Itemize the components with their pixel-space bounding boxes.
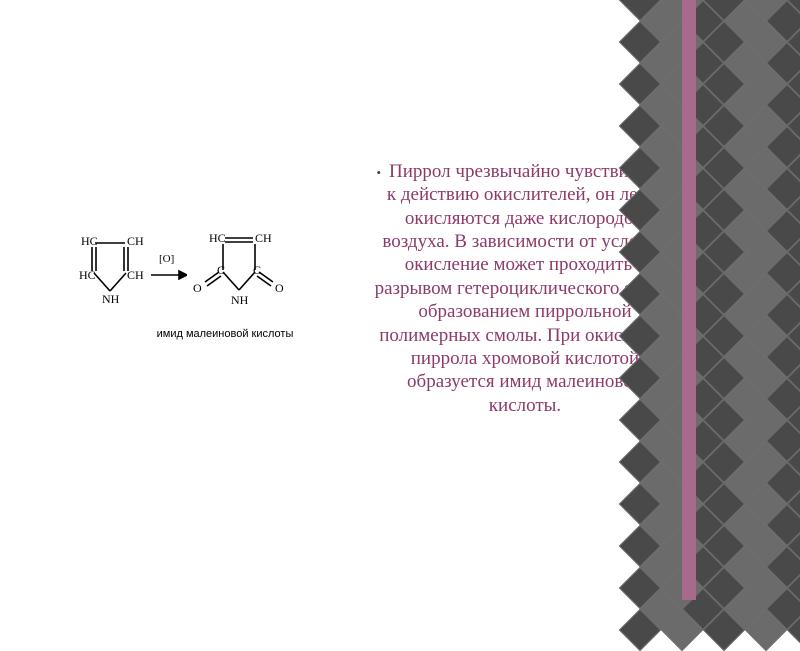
pyrrole-structure-icon: HC CH HC CH NH — [75, 233, 145, 305]
atom-label: C — [217, 263, 225, 277]
content-area: HC CH HC CH NH — [0, 0, 682, 600]
slide: HC CH HC CH NH — [0, 0, 800, 600]
atom-label: NH — [231, 293, 249, 307]
reaction-arrow: [O] — [149, 249, 187, 289]
atom-label: HC — [81, 234, 98, 248]
accent-bar — [682, 0, 696, 600]
atom-label: HC — [79, 268, 96, 282]
atom-label: O — [275, 281, 284, 295]
atom-label: O — [193, 281, 202, 295]
atom-label: HC — [209, 231, 226, 245]
atom-label: CH — [255, 231, 272, 245]
atom-label: NH — [102, 292, 120, 305]
reactant-pyrrole: HC CH HC CH NH — [75, 233, 145, 305]
maleimide-structure-icon: HC CH C C O O NH — [191, 230, 285, 308]
oxidant-label: [O] — [159, 253, 174, 265]
atom-label: C — [253, 263, 261, 277]
diamond-pattern — [682, 0, 800, 600]
atom-label: CH — [127, 268, 144, 282]
arrow-icon: [O] — [149, 249, 187, 289]
reaction-diagram: HC CH HC CH NH — [75, 230, 305, 340]
diagram-caption: имид малеиновой кислоты — [145, 328, 305, 340]
product-maleimide: HC CH C C O O NH — [191, 230, 285, 308]
reaction-row: HC CH HC CH NH — [75, 230, 305, 308]
bullet-icon: • — [376, 165, 381, 180]
atom-label: CH — [127, 234, 144, 248]
sidebar — [682, 0, 800, 600]
